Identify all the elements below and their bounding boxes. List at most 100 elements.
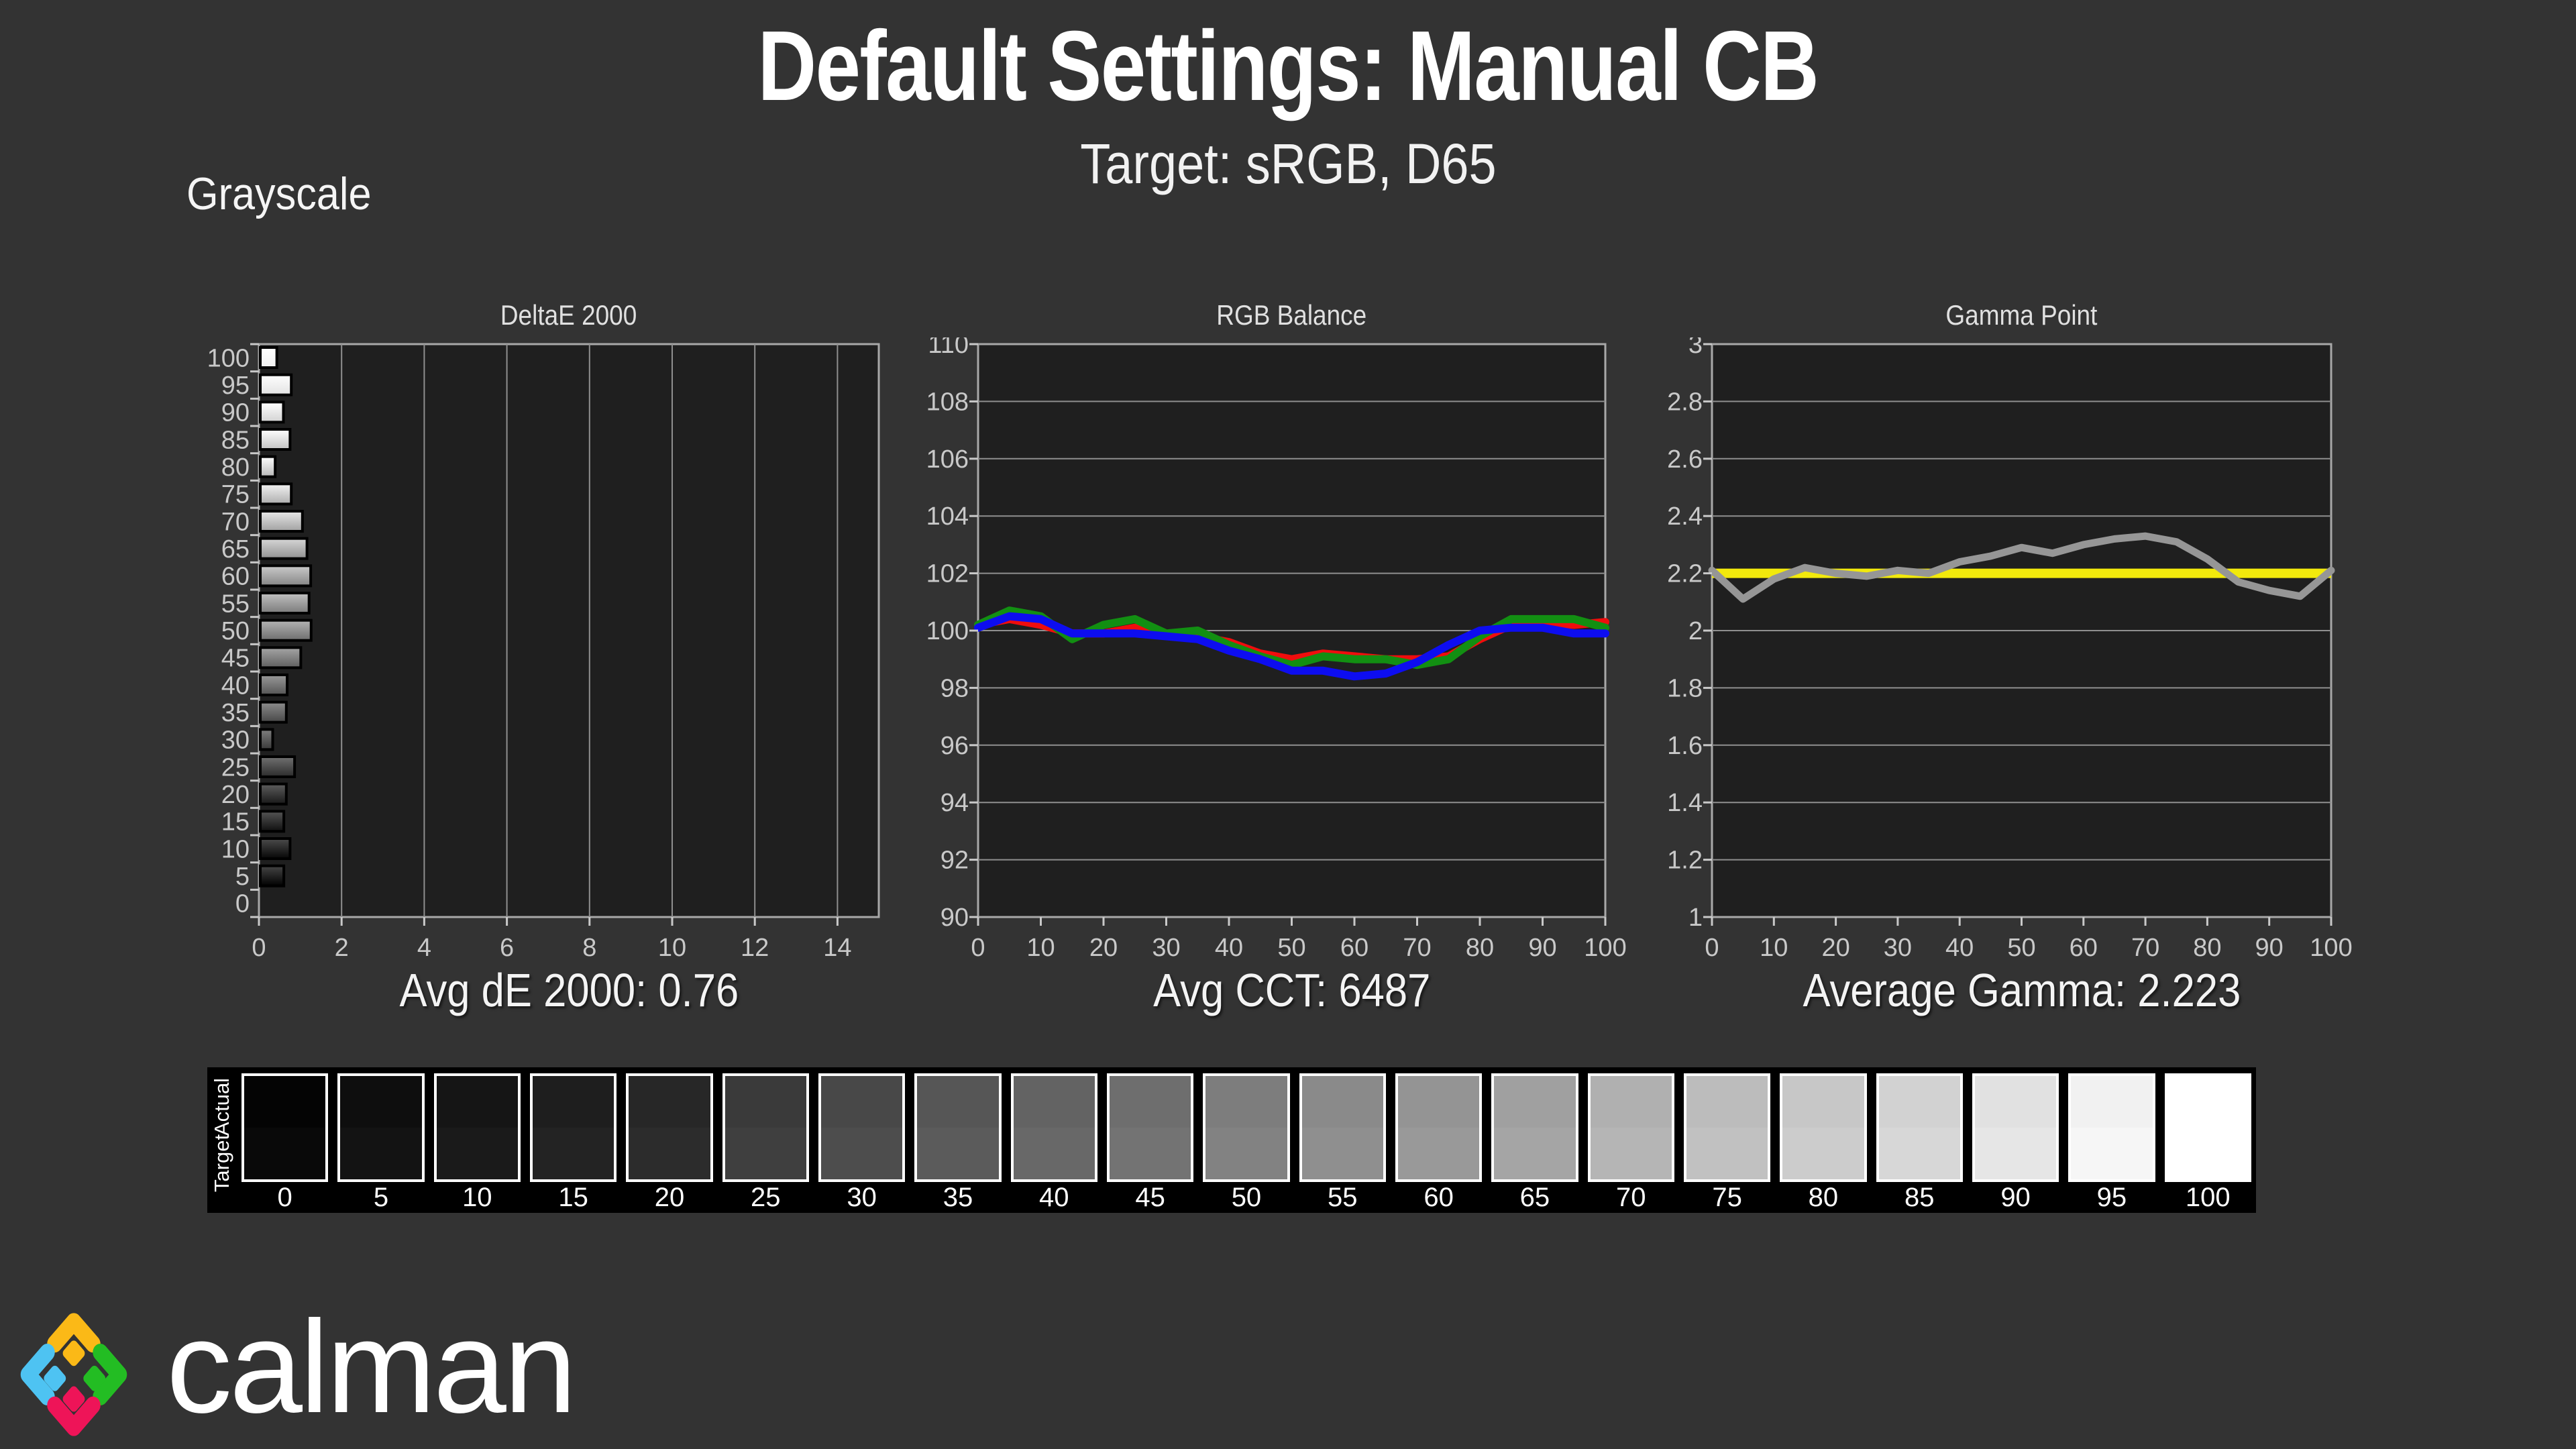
svg-text:50: 50 (2007, 934, 2035, 962)
svg-text:90: 90 (941, 904, 969, 932)
svg-text:50: 50 (1277, 934, 1305, 962)
svg-text:30: 30 (1884, 934, 1912, 962)
svg-text:90: 90 (221, 399, 250, 427)
grayscale-swatch-95 (2068, 1073, 2155, 1182)
grayscale-swatch-60 (1395, 1073, 1483, 1182)
svg-text:80: 80 (221, 453, 250, 482)
svg-text:60: 60 (221, 563, 250, 591)
svg-text:10: 10 (221, 835, 250, 863)
grayscale-swatch-65 (1491, 1073, 1578, 1182)
page-title-text: Default Settings: Manual CB (757, 11, 1819, 121)
svg-text:25: 25 (221, 753, 250, 782)
grayscale-swatch-10 (433, 1073, 521, 1182)
svg-text:98: 98 (941, 674, 969, 702)
deltae-bar-100 (259, 346, 278, 369)
grayscale-swatch-0 (241, 1073, 329, 1182)
grayscale-swatch-cell-40: 40 (1010, 1067, 1097, 1213)
svg-text:35: 35 (221, 699, 250, 727)
deltae-bar-75 (259, 482, 293, 506)
grayscale-swatch-label: 0 (277, 1183, 292, 1212)
svg-text:96: 96 (941, 732, 969, 760)
svg-text:100: 100 (207, 344, 250, 372)
svg-text:106: 106 (926, 445, 969, 474)
grayscale-swatch-70 (1587, 1073, 1674, 1182)
svg-text:4: 4 (417, 934, 431, 962)
svg-text:80: 80 (2193, 934, 2221, 962)
deltae-bar-70 (259, 510, 304, 533)
grayscale-swatch-label: 95 (2096, 1183, 2127, 1212)
svg-text:2.6: 2.6 (1667, 445, 1703, 474)
svg-text:45: 45 (221, 645, 250, 673)
rgb-balance-series-blue (974, 612, 1609, 681)
deltae-bar-95 (259, 373, 293, 396)
deltae-bar-85 (259, 428, 292, 451)
grayscale-swatch-cell-55: 55 (1299, 1067, 1386, 1213)
svg-text:2.2: 2.2 (1667, 560, 1703, 588)
deltae-bar-5 (259, 864, 286, 888)
svg-text:104: 104 (926, 502, 969, 531)
svg-text:60: 60 (1340, 934, 1368, 962)
svg-text:0: 0 (971, 934, 985, 962)
svg-text:70: 70 (1403, 934, 1431, 962)
deltae-bar-60 (259, 564, 313, 588)
svg-text:2: 2 (335, 934, 349, 962)
svg-text:108: 108 (926, 388, 969, 416)
grayscale-swatch-label: 10 (462, 1183, 492, 1212)
grayscale-swatch-label: 75 (1712, 1183, 1742, 1212)
deltae-bar-30 (259, 728, 274, 751)
page-subtitle: Target: sRGB, D65 (0, 131, 2576, 197)
grayscale-swatch-cell-35: 35 (914, 1067, 1002, 1213)
svg-text:3: 3 (1688, 337, 1703, 359)
deltae-bar-20 (259, 782, 288, 806)
grayscale-swatch-label: 100 (2185, 1183, 2231, 1212)
svg-text:20: 20 (1821, 934, 1849, 962)
strip-row-label-actual: Actual (210, 1077, 233, 1136)
svg-text:20: 20 (1089, 934, 1118, 962)
grayscale-swatch-cell-85: 85 (1876, 1067, 1963, 1213)
svg-text:2.8: 2.8 (1667, 388, 1703, 416)
grayscale-swatch-cell-10: 10 (433, 1067, 521, 1213)
svg-text:100: 100 (2310, 934, 2352, 962)
svg-text:1.6: 1.6 (1667, 732, 1703, 760)
svg-text:80: 80 (1466, 934, 1494, 962)
grayscale-swatch-cell-60: 60 (1395, 1067, 1483, 1213)
deltae-bar-10 (259, 837, 292, 860)
svg-text:15: 15 (221, 808, 250, 837)
svg-text:70: 70 (221, 508, 250, 536)
grayscale-swatch-100 (2164, 1073, 2251, 1182)
grayscale-swatch-55 (1299, 1073, 1386, 1182)
svg-text:100: 100 (926, 617, 969, 645)
deltae-chart-svg: 1009590858075706560555045403530252015105… (207, 343, 880, 962)
svg-text:90: 90 (2255, 934, 2284, 962)
svg-text:85: 85 (221, 426, 250, 454)
deltae-bar-40 (259, 674, 289, 696)
grayscale-swatch-label: 30 (847, 1183, 877, 1212)
deltae-bar-15 (259, 810, 286, 833)
page-subtitle-text: Target: sRGB, D65 (1079, 132, 1497, 195)
svg-text:100: 100 (1584, 934, 1626, 962)
deltae-chart-title: DeltaE 2000 (500, 299, 637, 331)
deltae-chart: 100 95 90 85 80 75 70 65 60 55 50 45 40 35 30 25 20 15 10 5… (172, 337, 903, 977)
svg-text:6: 6 (500, 934, 514, 962)
svg-text:75: 75 (221, 481, 250, 509)
grayscale-swatch-label: 55 (1328, 1183, 1358, 1212)
grayscale-swatch-cell-90: 90 (1972, 1067, 2059, 1213)
strip-row-label-target: Target (210, 1134, 233, 1193)
deltae-bar-55 (259, 592, 311, 614)
rgb-balance-chart-title: RGB Balance (1216, 299, 1367, 331)
grayscale-swatch-80 (1780, 1073, 1867, 1182)
grayscale-swatch-label: 50 (1231, 1183, 1262, 1212)
grayscale-swatch-cell-80: 80 (1780, 1067, 1867, 1213)
svg-text:95: 95 (221, 372, 250, 400)
svg-text:0: 0 (1705, 934, 1719, 962)
svg-text:40: 40 (1215, 934, 1243, 962)
svg-text:10: 10 (1760, 934, 1788, 962)
svg-text:2: 2 (1688, 617, 1703, 645)
svg-text:1.8: 1.8 (1667, 674, 1703, 702)
grayscale-swatch-cell-70: 70 (1587, 1067, 1674, 1213)
svg-text:5: 5 (235, 863, 250, 891)
grayscale-swatch-5 (337, 1073, 425, 1182)
grayscale-swatch-cell-50: 50 (1203, 1067, 1290, 1213)
grayscale-swatch-label: 60 (1424, 1183, 1454, 1212)
grayscale-swatch-label: 40 (1039, 1183, 1069, 1212)
